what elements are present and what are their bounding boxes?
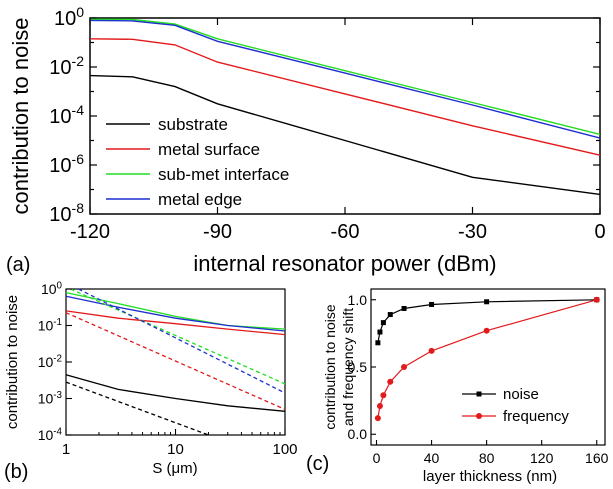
panel-a-label: (a) bbox=[6, 254, 30, 276]
data-point-frequency bbox=[376, 403, 383, 409]
legend-label-1: metal surface bbox=[158, 140, 260, 159]
x-tick-label: -30 bbox=[458, 221, 487, 243]
panel-c-label: (c) bbox=[306, 453, 329, 475]
series-line-noise bbox=[377, 299, 597, 343]
legend-marker-noise bbox=[476, 391, 482, 397]
panel-b-ticks: 1 10 100 100 10-1 10-2 10-3 10-4 bbox=[38, 280, 298, 458]
panel-b-label: (b) bbox=[4, 461, 28, 483]
x-tick-label: 40 bbox=[424, 450, 440, 466]
panel-b-ylabel: contribution to noise bbox=[4, 295, 21, 429]
y-tick-label: 10-1 bbox=[38, 317, 62, 334]
series-line-solid-metal-edge bbox=[65, 295, 286, 332]
data-point-frequency bbox=[374, 415, 381, 422]
y-tick-label: 0.0 bbox=[348, 426, 368, 442]
series-line-substrate bbox=[89, 74, 601, 196]
x-tick-label: -90 bbox=[203, 221, 232, 243]
panel-b: 1 10 100 100 10-1 10-2 10-3 10-4 S (μm) contrib… bbox=[4, 280, 298, 483]
legend-marker-frequency bbox=[476, 413, 482, 419]
panel-c-ylabel-line1: contribution to noise bbox=[322, 304, 338, 430]
y-tick-label: 1.0 bbox=[348, 292, 368, 308]
data-point-noise bbox=[429, 301, 435, 307]
panel-a-series bbox=[89, 18, 601, 196]
y-tick-label: 10-4 bbox=[49, 102, 84, 128]
legend-label-noise: noise bbox=[503, 386, 539, 403]
data-point-frequency bbox=[387, 378, 394, 385]
panel-b-xlabel: S (μm) bbox=[152, 460, 197, 477]
legend-label-frequency: frequency bbox=[503, 408, 569, 425]
panel-a: -120 -90 -60 -30 0 100 10-2 10-4 10-6 10-8 substr… bbox=[6, 4, 606, 276]
x-tick-label: 160 bbox=[585, 450, 609, 466]
series-line-dashed-metal-surface bbox=[65, 312, 286, 410]
data-point-frequency bbox=[483, 327, 490, 334]
data-point-noise bbox=[484, 299, 490, 305]
series-line-sub-met-interface bbox=[89, 18, 601, 136]
y-tick-label: 10-8 bbox=[49, 200, 84, 226]
panel-c-ylabel-line2: and frequency shift bbox=[340, 308, 356, 426]
y-tick-label: 100 bbox=[41, 280, 63, 297]
series-line-solid-metal-surface bbox=[65, 310, 286, 336]
series-line-metal-surface bbox=[89, 38, 601, 156]
x-tick-label: 100 bbox=[272, 441, 297, 458]
panel-c-legend: noise frequency bbox=[462, 386, 569, 425]
data-point-frequency bbox=[380, 392, 387, 399]
x-tick-label: 0 bbox=[594, 221, 605, 243]
data-point-noise bbox=[380, 320, 386, 326]
panel-c: 0 40 80 120 160 0.0 0.5 1.0 noise frequency laye… bbox=[306, 288, 609, 485]
y-tick-label: 100 bbox=[54, 4, 84, 30]
legend-label-2: sub-met interface bbox=[158, 165, 289, 184]
series-line-dashed-sub-met-interface bbox=[70, 288, 286, 385]
panel-c-xlabel: layer thickness (nm) bbox=[423, 468, 557, 485]
x-tick-label: 1 bbox=[62, 441, 70, 458]
panel-a-ylabel: contribution to noise bbox=[8, 18, 33, 215]
series-line-dashed-substrate bbox=[65, 381, 209, 436]
series-line-metal-edge bbox=[89, 19, 601, 139]
y-tick-label: 10-2 bbox=[49, 53, 84, 79]
data-point-noise bbox=[375, 340, 381, 346]
data-point-frequency bbox=[401, 364, 408, 370]
panel-b-frame bbox=[65, 288, 286, 436]
y-tick-label: 10-2 bbox=[38, 353, 62, 370]
data-point-frequency bbox=[593, 296, 600, 303]
y-tick-label: 10-3 bbox=[38, 390, 63, 407]
y-tick-label: 0.5 bbox=[348, 359, 368, 375]
panel-a-legend: substrate metal surface sub-met interface m… bbox=[106, 115, 289, 209]
x-tick-label: 0 bbox=[373, 450, 381, 466]
x-tick-label: 10 bbox=[167, 441, 184, 458]
series-line-frequency bbox=[377, 299, 597, 419]
x-tick-label: -120 bbox=[70, 221, 110, 243]
x-tick-label: 80 bbox=[479, 450, 495, 466]
x-tick-label: 120 bbox=[530, 450, 554, 466]
panel-c-series bbox=[374, 296, 600, 422]
x-tick-label: -60 bbox=[331, 221, 360, 243]
panel-a-xlabel: internal resonator power (dBm) bbox=[193, 251, 496, 276]
legend-label-3: metal edge bbox=[158, 190, 242, 209]
series-line-dashed-metal-edge bbox=[78, 288, 286, 394]
data-point-noise bbox=[377, 329, 383, 335]
panel-b-series bbox=[65, 288, 286, 436]
panel-c-ticks: 0 40 80 120 160 0.0 0.5 1.0 bbox=[348, 292, 609, 466]
y-tick-label: 10-4 bbox=[38, 426, 63, 443]
data-point-frequency bbox=[428, 347, 435, 354]
data-point-noise bbox=[401, 306, 407, 311]
series-line-solid-substrate bbox=[65, 374, 286, 412]
data-point-noise bbox=[387, 312, 393, 318]
panel-a-ticks: -120 -90 -60 -30 0 100 10-2 10-4 10-6 10-8 bbox=[49, 4, 605, 243]
y-tick-label: 10-6 bbox=[49, 151, 84, 177]
legend-label-0: substrate bbox=[158, 115, 228, 134]
